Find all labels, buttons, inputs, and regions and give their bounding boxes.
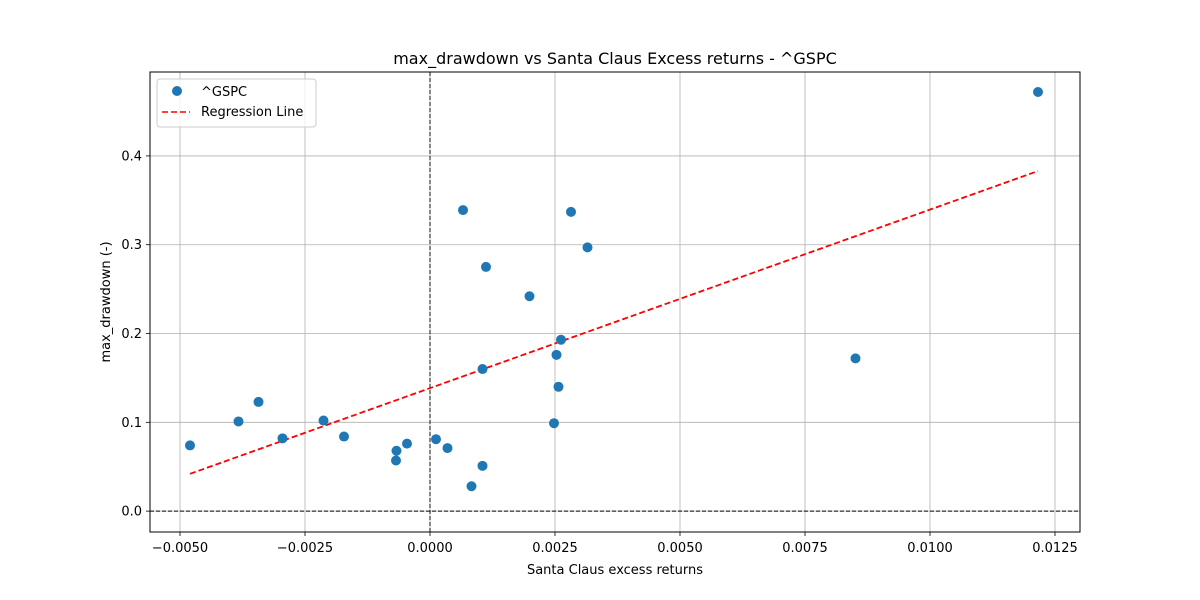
data-point	[549, 418, 559, 429]
data-point	[318, 415, 329, 426]
data-point	[431, 434, 441, 445]
data-point	[253, 396, 264, 407]
data-point	[477, 460, 488, 471]
y-axis-label: max_drawdown (-)	[99, 241, 114, 362]
x-tick-label: −0.0050	[152, 541, 208, 556]
x-axis-ticks: −0.0050 −0.0025 0.0000 0.0025 0.0050 0.0075 0.…	[152, 532, 1078, 556]
legend-marker-gspc	[172, 86, 182, 96]
data-point	[553, 381, 564, 392]
data-point	[402, 438, 412, 449]
data-point	[458, 205, 468, 216]
y-tick-label: 0.1	[121, 416, 142, 431]
legend: ^GSPC Regression Line	[156, 78, 317, 128]
reference-lines	[150, 72, 1080, 532]
y-tick-label: 0.2	[121, 327, 142, 342]
data-point	[442, 443, 453, 454]
data-point	[391, 445, 402, 456]
data-point	[556, 334, 566, 345]
regression-line-layer	[189, 170, 1039, 475]
data-point	[233, 416, 244, 427]
data-point	[277, 433, 288, 444]
x-tick-label: 0.0025	[532, 541, 578, 556]
plot-frame	[149, 71, 1081, 533]
x-tick-label: 0.0100	[907, 541, 953, 556]
data-point	[582, 242, 593, 253]
data-point	[339, 431, 349, 442]
legend-label-gspc: ^GSPC	[201, 85, 247, 100]
y-tick-label: 0.4	[121, 149, 142, 164]
y-tick-label: 0.0	[121, 505, 142, 520]
x-tick-label: 0.0125	[1032, 541, 1078, 556]
data-point	[481, 261, 491, 272]
x-tick-label: −0.0025	[277, 541, 333, 556]
data-point	[477, 364, 488, 375]
y-axis-ticks: 0.0 0.1 0.2 0.3 0.4	[121, 149, 150, 520]
legend-box	[156, 78, 317, 128]
data-point	[1033, 86, 1043, 97]
x-tick-label: 0.0050	[657, 541, 703, 556]
x-tick-label: 0.0000	[407, 541, 453, 556]
legend-label-regression: Regression Line	[201, 105, 303, 120]
chart-title: max_drawdown vs Santa Claus Excess retur…	[393, 49, 837, 69]
x-axis-label: Santa Claus excess returns	[527, 563, 703, 578]
regression-line	[189, 170, 1039, 475]
data-point	[185, 440, 195, 451]
data-point	[466, 481, 477, 492]
data-point	[524, 291, 535, 302]
data-point	[391, 455, 401, 466]
data-point	[850, 353, 861, 364]
y-tick-label: 0.3	[121, 238, 142, 253]
x-tick-label: 0.0075	[782, 541, 828, 556]
data-point	[566, 206, 576, 217]
scatter-points	[185, 86, 1043, 492]
data-point	[551, 349, 562, 360]
